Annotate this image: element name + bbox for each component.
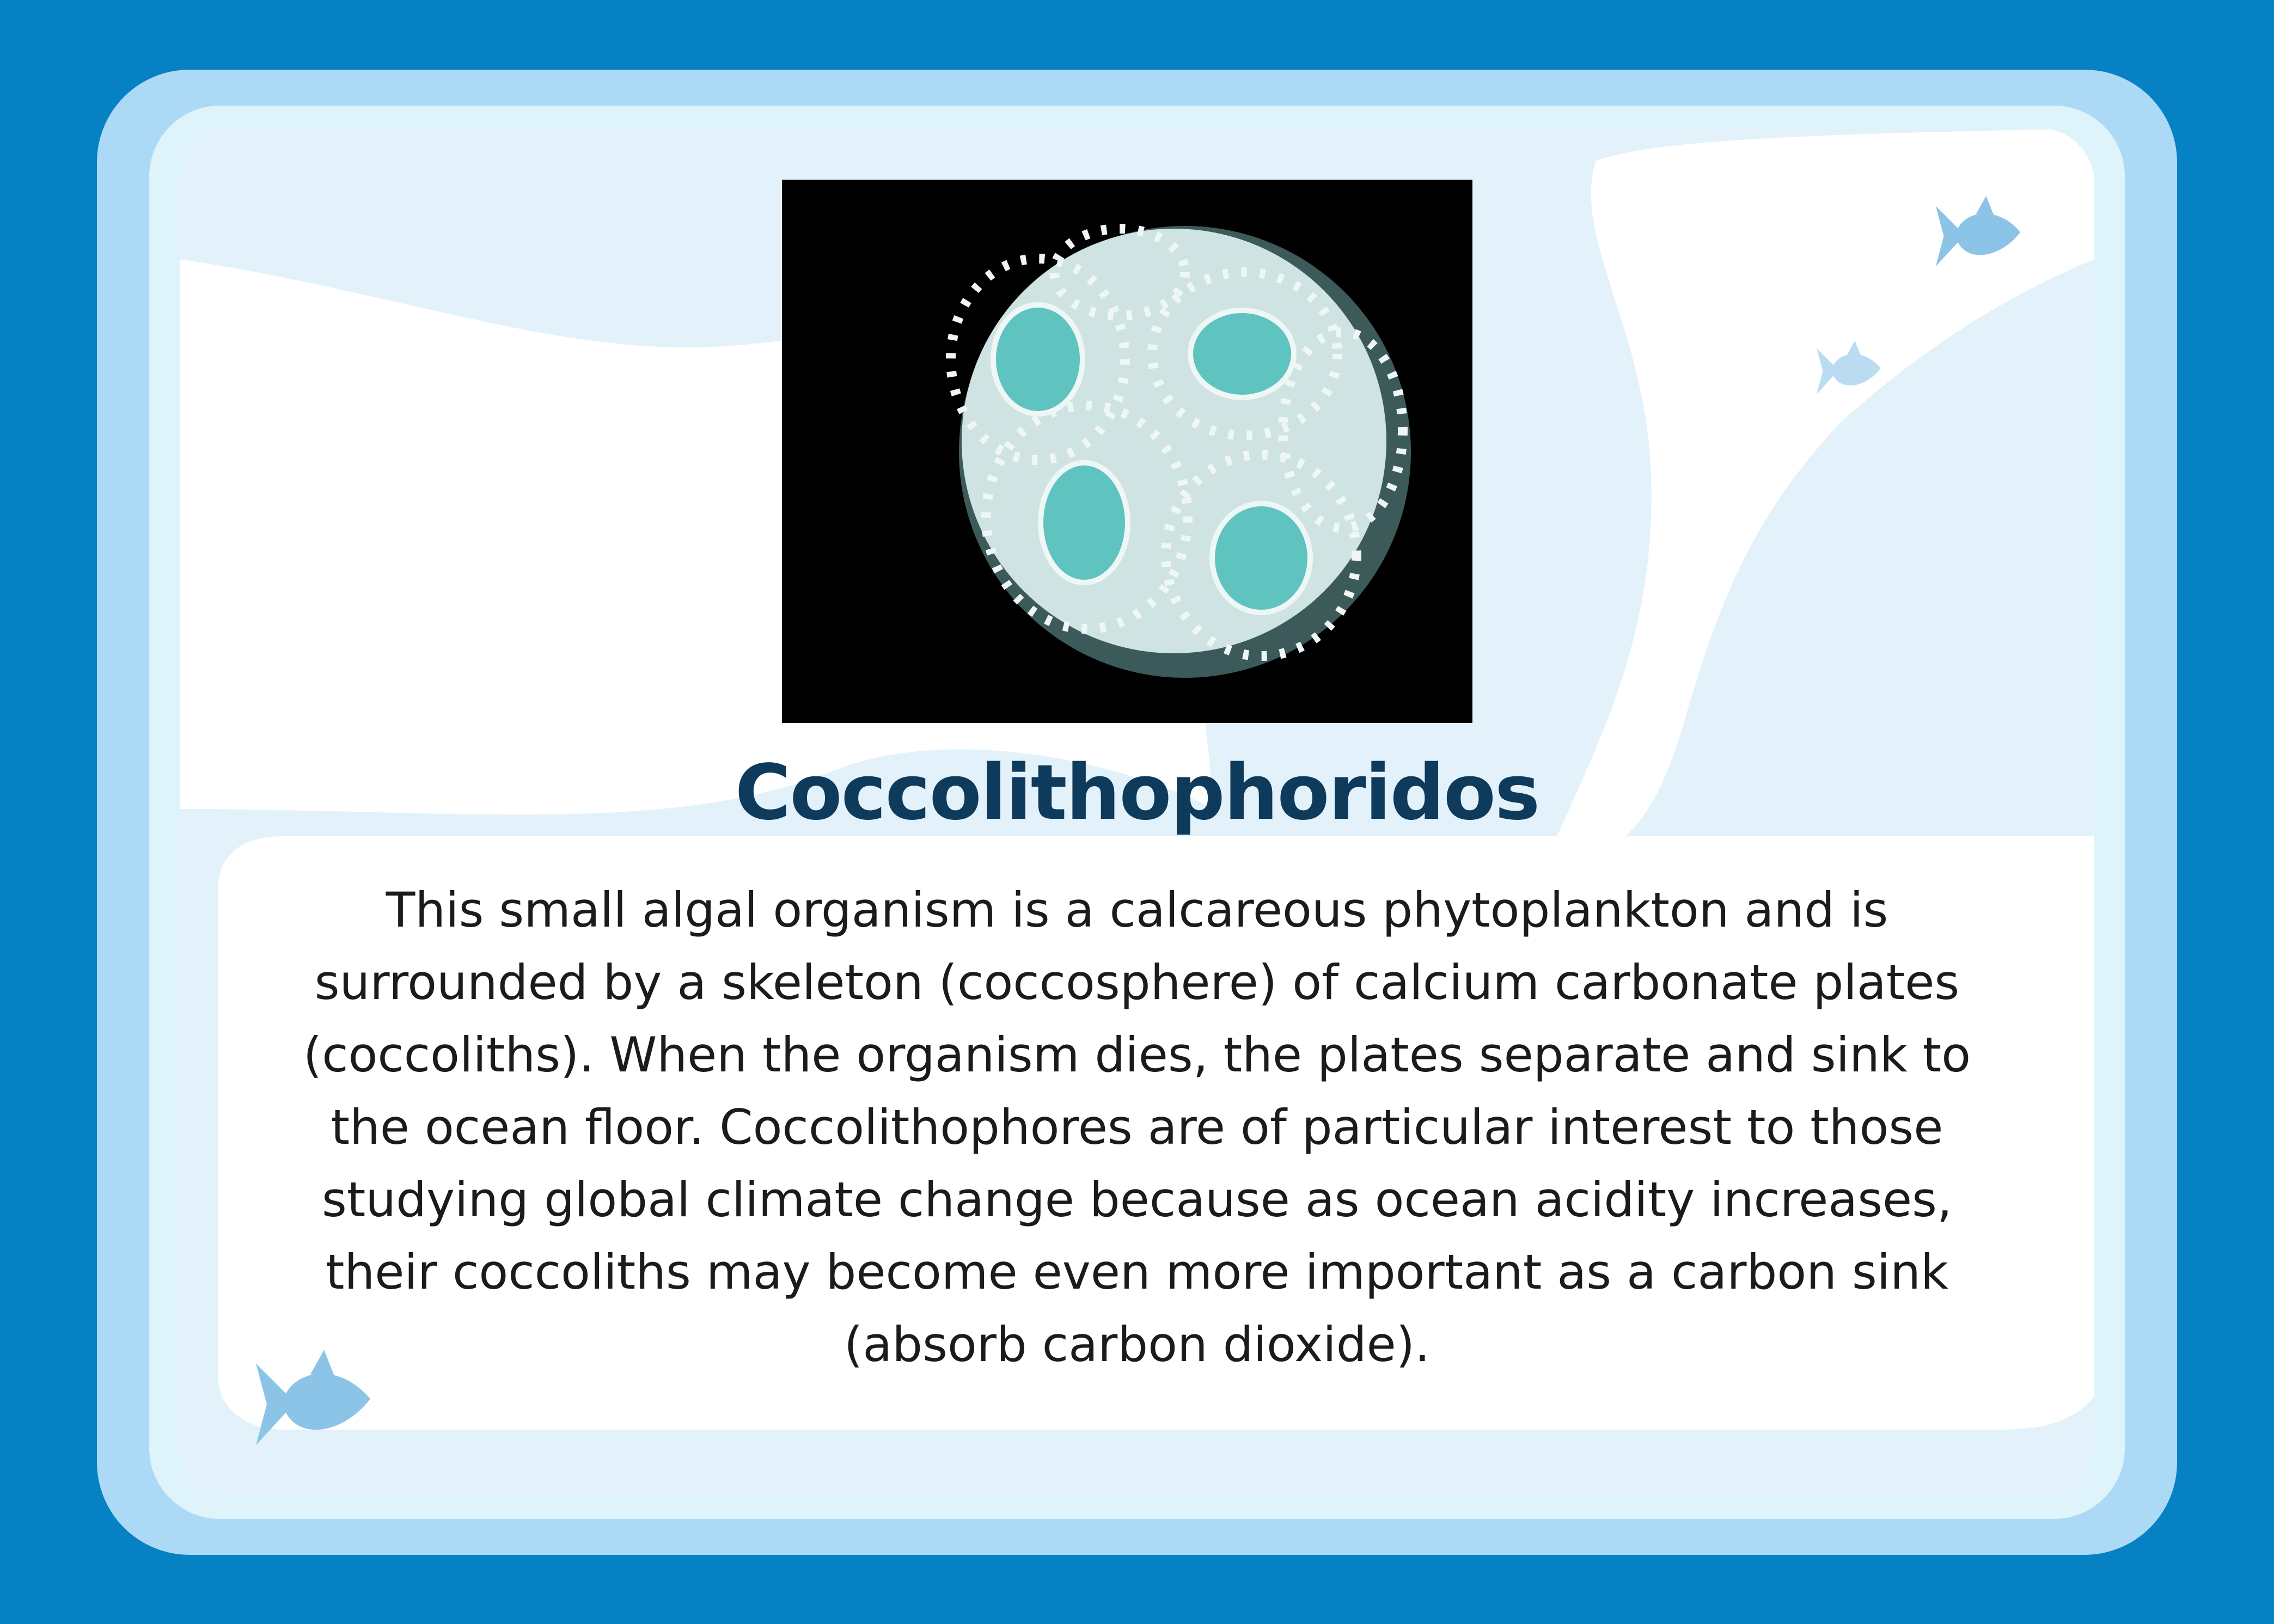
fish-icon xyxy=(1935,195,2021,267)
fish-icon xyxy=(256,1350,370,1445)
card-description: This small algal organism is a calcareou… xyxy=(303,882,1971,1372)
coccolithophore-image xyxy=(782,180,1472,723)
card-panel xyxy=(180,128,2094,1496)
card-title: Coccolithophoridos xyxy=(735,749,1541,837)
coccolithophore-photo xyxy=(782,180,1472,723)
fish-icon xyxy=(1817,340,1881,394)
